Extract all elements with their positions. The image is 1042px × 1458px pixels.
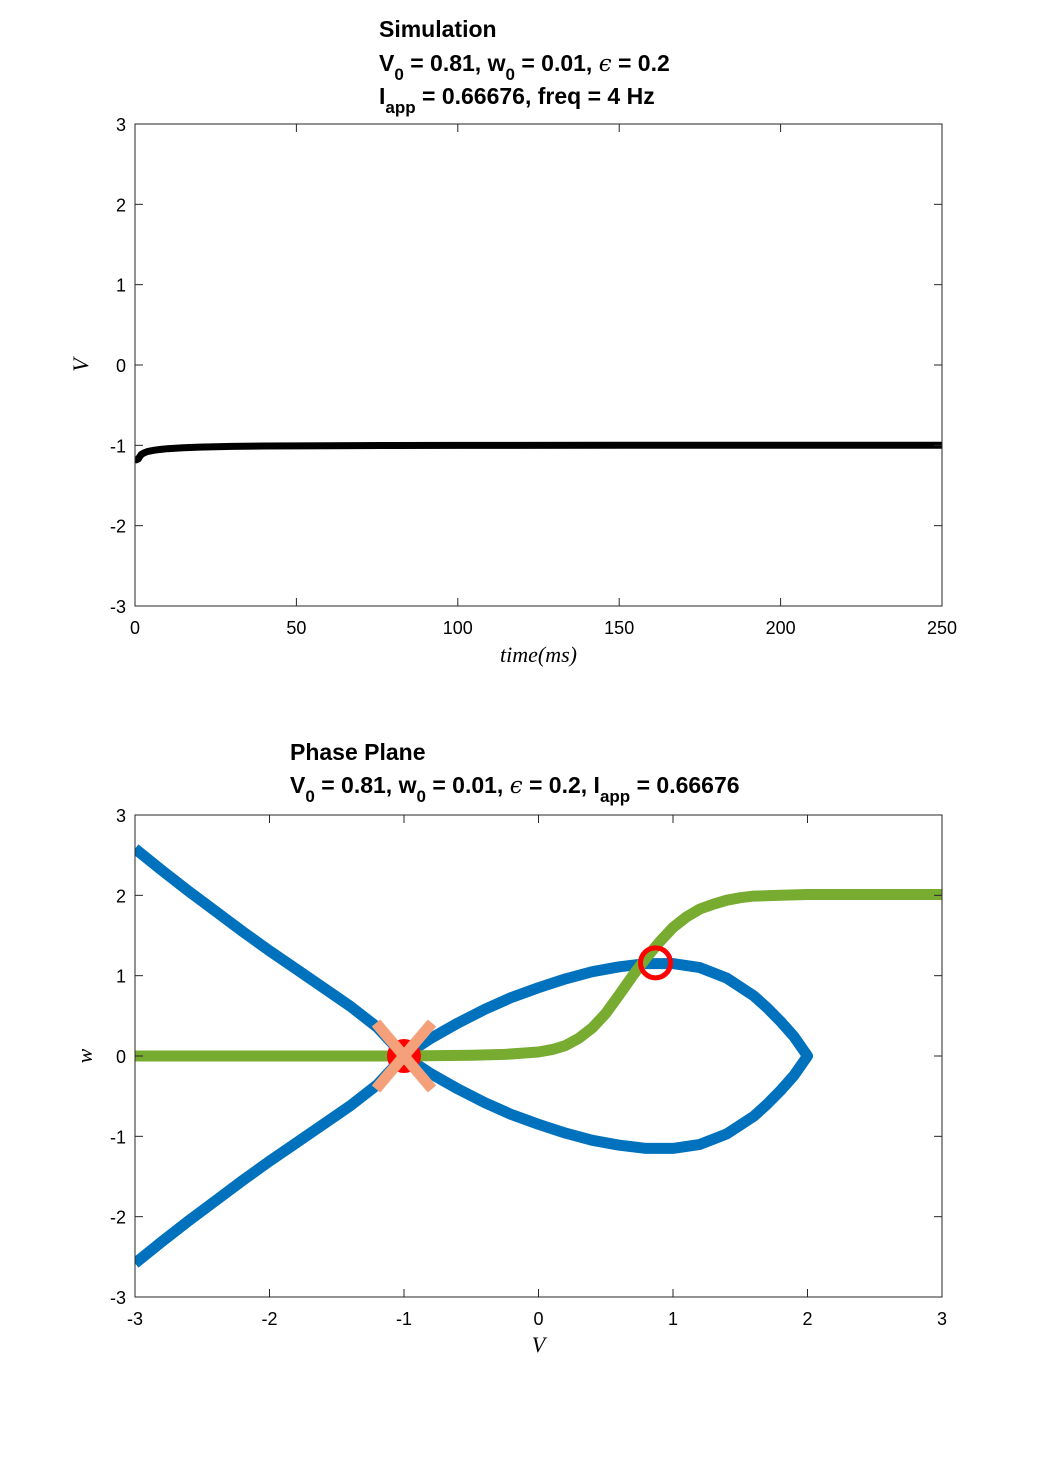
y-tick-label: 2 — [116, 195, 126, 215]
x-tick-label: -1 — [396, 1309, 412, 1329]
title-segment: ϵ — [510, 773, 523, 799]
title-segment: = 0.81, w — [404, 50, 506, 76]
title-segment: Phase Plane — [290, 739, 426, 765]
y-tick-label: 3 — [116, 806, 126, 826]
title-segment: = 0.66676, freq = 4 Hz — [416, 83, 655, 109]
y-tick-label: 1 — [116, 967, 126, 987]
x-tick-label: 50 — [286, 618, 306, 638]
x-tick-label: 200 — [766, 618, 796, 638]
y-tick-label: 3 — [116, 115, 126, 135]
title-segment: = 0.01, — [515, 50, 599, 76]
chart-title: Phase Plane — [290, 739, 426, 765]
title-segment: I — [379, 83, 385, 109]
x-tick-label: 250 — [927, 618, 957, 638]
y-tick-label: -2 — [110, 1208, 126, 1228]
x-axis-label: time(ms) — [500, 642, 577, 667]
title-segment: = 0.81, w — [315, 772, 417, 798]
title-segment: Simulation — [379, 16, 497, 42]
title-segment: = 0.01, — [426, 772, 510, 798]
x-tick-label: 2 — [802, 1309, 812, 1329]
x-tick-label: 0 — [130, 618, 140, 638]
chart-subtitle-line: Iapp = 0.66676, freq = 4 Hz — [379, 83, 655, 117]
series-line-1 — [135, 889, 942, 1062]
chart-title: Simulation — [379, 16, 497, 42]
title-segment: = 0.66676 — [630, 772, 739, 798]
title-segment: 0 — [416, 787, 425, 806]
title-segment: = 0.2, I — [523, 772, 600, 798]
title-segment: 0 — [305, 787, 314, 806]
title-segment: ϵ — [599, 51, 612, 77]
y-tick-label: -3 — [110, 1288, 126, 1308]
y-tick-label: 1 — [116, 276, 126, 296]
x-tick-label: 3 — [937, 1309, 947, 1329]
x-marker-stroke-b — [371, 1019, 437, 1093]
x-tick-label: 100 — [443, 618, 473, 638]
initial-condition-marker — [638, 945, 674, 981]
title-segment: app — [600, 787, 630, 806]
title-segment: V — [290, 772, 306, 798]
x-tick-label: 150 — [604, 618, 634, 638]
y-axis-label: V — [68, 356, 93, 372]
chart-subtitle-line: V0 = 0.81, w0 = 0.01, ϵ = 0.2 — [379, 50, 670, 84]
chart-subtitle-line: V0 = 0.81, w0 = 0.01, ϵ = 0.2, Iapp = 0.… — [290, 772, 740, 806]
title-segment: app — [385, 98, 415, 117]
series-group — [135, 844, 942, 1268]
y-axis-label: w — [72, 1048, 97, 1063]
y-tick-label: -1 — [110, 436, 126, 456]
series-group — [135, 441, 942, 464]
title-segment: 0 — [505, 65, 514, 84]
y-tick-label: -2 — [110, 517, 126, 537]
y-tick-label: -3 — [110, 597, 126, 617]
series-line-0 — [135, 441, 942, 464]
y-tick-label: 0 — [116, 356, 126, 376]
y-tick-label: 2 — [116, 886, 126, 906]
title-segment: = 0.2 — [612, 50, 670, 76]
title-segment: 0 — [394, 65, 403, 84]
x-tick-label: -3 — [127, 1309, 143, 1329]
x-tick-label: -2 — [261, 1309, 277, 1329]
title-segment: V — [379, 50, 395, 76]
y-tick-label: -1 — [110, 1127, 126, 1147]
x-tick-label: 0 — [533, 1309, 543, 1329]
x-tick-label: 1 — [668, 1309, 678, 1329]
y-tick-label: 0 — [116, 1047, 126, 1067]
axes-box — [134, 123, 943, 607]
x-axis-label: V — [532, 1332, 548, 1357]
